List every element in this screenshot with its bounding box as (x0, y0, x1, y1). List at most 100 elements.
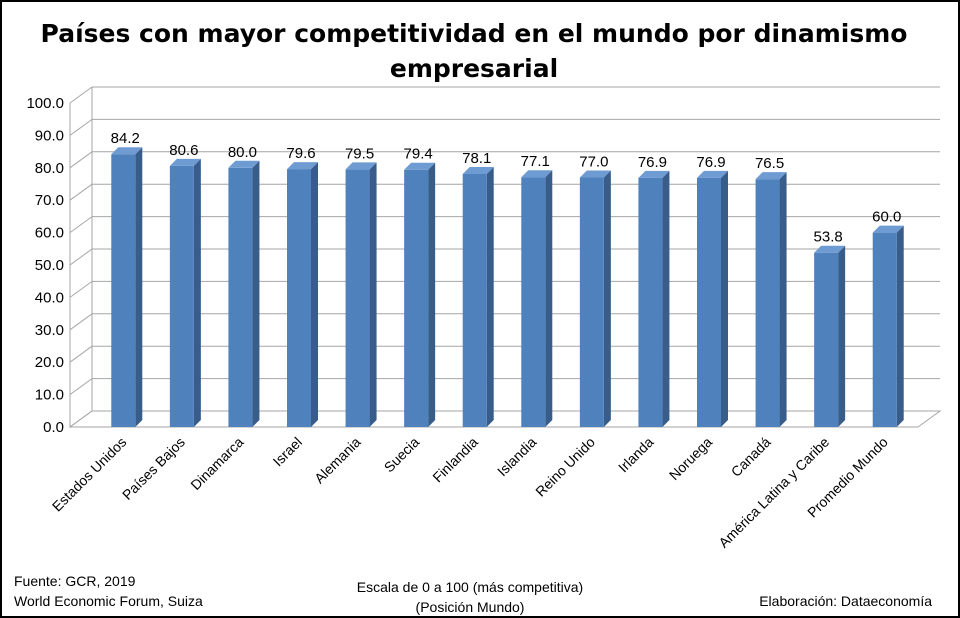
x-tick-label: Dinamarca (187, 434, 246, 493)
bar-top (755, 172, 787, 180)
bar (228, 160, 260, 428)
y-tick-label: 100.0 (26, 95, 64, 112)
scale-line-1: Escala de 0 a 100 (más competitiva) (356, 579, 584, 595)
bar (111, 147, 143, 427)
bar-top (872, 225, 904, 233)
x-tick-label: Noruega (666, 434, 715, 483)
bar-top (169, 158, 201, 166)
data-label: 78.1 (462, 150, 491, 167)
bar-side (428, 162, 436, 427)
bar-top (521, 170, 553, 178)
y-tick-label: 0.0 (43, 419, 64, 436)
bar-top (638, 170, 670, 178)
bar-side (603, 170, 611, 427)
bar-front (462, 173, 487, 427)
bar (814, 245, 846, 427)
bar-front (872, 232, 897, 427)
bar-top (697, 170, 728, 178)
gridline-depth (69, 378, 93, 396)
bar-front (755, 179, 780, 427)
y-tick-label: 10.0 (35, 387, 64, 404)
gridline-depth (69, 151, 93, 169)
source-line-2: World Economic Forum, Suiza (14, 593, 203, 609)
gridline-depth (69, 313, 93, 331)
bar-side (721, 170, 728, 427)
source-note: Fuente: GCR, 2019 World Economic Forum, … (14, 571, 203, 611)
x-tick-label: Canadá (728, 434, 774, 480)
chart-title: Países con mayor competitividad en el mu… (41, 19, 908, 83)
x-tick-label: Irlanda (615, 434, 657, 476)
bar (521, 170, 553, 428)
data-labels: 84.2 80.6 80.0 79.6 79.5 79.4 78.1 77.1 77.0 76.9… (111, 130, 902, 245)
x-tick-label: Islandia (494, 434, 540, 480)
data-label: 53.8 (814, 229, 843, 246)
x-tick-label: Israel (270, 434, 306, 470)
bar-side (311, 162, 318, 427)
x-tick-label: América Latina y Caribe (715, 434, 832, 551)
bar-top (404, 162, 436, 170)
data-label: 79.6 (286, 145, 315, 162)
bar-side (193, 158, 201, 427)
bar (697, 170, 728, 427)
bar-side (779, 172, 787, 427)
gridline-depth (69, 216, 93, 234)
bar-side (135, 147, 143, 427)
gridline-depth (69, 183, 93, 201)
bar-side (545, 170, 553, 428)
bar-top (287, 162, 318, 170)
bar-side (896, 225, 904, 427)
bar-front (697, 177, 721, 427)
data-label: 79.4 (404, 146, 433, 163)
data-label: 76.9 (638, 154, 667, 171)
bar (169, 158, 201, 427)
bar (287, 162, 318, 427)
bar-front (111, 154, 136, 427)
gridline-depth (69, 345, 93, 363)
bars (111, 147, 904, 428)
bar-top (814, 245, 846, 253)
x-tick-label: Reino Unido (532, 434, 598, 500)
x-tick-label: Suecia (381, 434, 423, 476)
bar (638, 170, 670, 427)
bar-top (462, 166, 494, 174)
y-tick-label: 20.0 (35, 354, 64, 371)
data-label: 84.2 (111, 130, 140, 147)
bar (872, 225, 904, 427)
y-axis-ticks: 0.0 10.0 20.0 30.0 40.0 50.0 60.0 70.0 80.0 90.0 1… (26, 95, 64, 436)
credit-line: Elaboración: Dataeconomía (759, 593, 932, 609)
data-label: 80.6 (169, 142, 198, 159)
gridline-depth (69, 280, 93, 298)
bar (345, 162, 377, 428)
bar-side (486, 166, 494, 427)
y-tick-label: 30.0 (35, 322, 64, 339)
gridline-depth (69, 410, 93, 428)
data-label: 77.1 (521, 153, 550, 170)
bar-front (579, 177, 604, 427)
y-tick-label: 40.0 (35, 289, 64, 306)
bar-side (838, 245, 846, 427)
data-label: 60.0 (872, 209, 901, 226)
data-label: 76.9 (696, 154, 725, 171)
y-tick-label: 50.0 (35, 257, 64, 274)
bar-front (521, 177, 546, 427)
x-tick-label: Finlandia (429, 434, 481, 486)
bar-front (228, 167, 253, 428)
bar-front (638, 177, 663, 427)
data-label: 76.5 (755, 155, 784, 172)
bar (579, 170, 611, 427)
y-tick-label: 60.0 (35, 225, 64, 242)
bar-side (369, 162, 377, 428)
bar-side (662, 170, 670, 427)
data-label: 79.5 (345, 145, 374, 162)
bar (462, 166, 494, 427)
bar (755, 172, 787, 427)
bar-top (228, 160, 260, 168)
data-label: 77.0 (579, 154, 608, 171)
source-line-1: Fuente: GCR, 2019 (14, 573, 136, 589)
x-tick-label: Alemania (311, 434, 364, 487)
credit-note: Elaboración: Dataeconomía (759, 591, 932, 611)
chart-title-line-2: empresarial (390, 54, 558, 83)
y-tick-label: 80.0 (35, 160, 64, 177)
